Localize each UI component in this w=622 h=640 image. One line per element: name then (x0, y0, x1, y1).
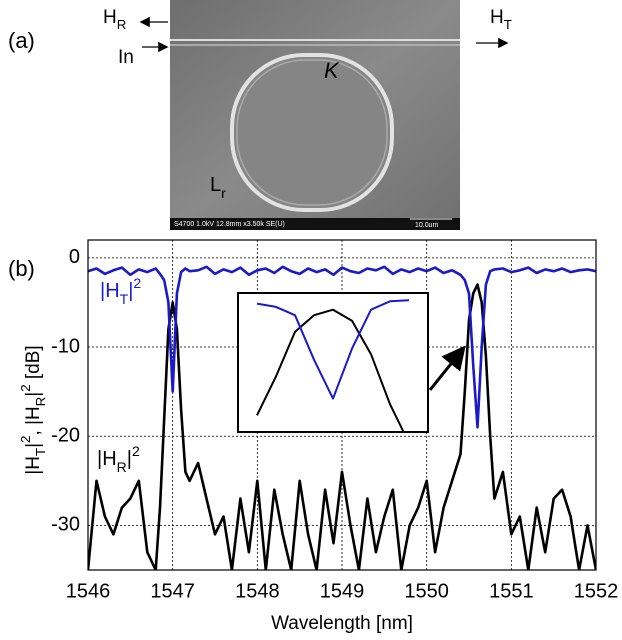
sem-info: S4700 1.0kV 12.8mm x3.50k SE(U) (174, 221, 285, 228)
inset-arrow (428, 345, 466, 391)
text-part: R (117, 17, 127, 32)
scale-bar-label: 10.0um (415, 222, 439, 229)
x-tick-label: 1546 (66, 580, 111, 602)
text-part: |H (100, 280, 120, 302)
text-part: 2 (18, 384, 33, 391)
coupling-label: K (324, 58, 340, 83)
series-label: |HR|2 (97, 443, 140, 475)
text-part: H (103, 7, 117, 28)
text-part: | (127, 448, 132, 470)
inset-line (256, 308, 405, 432)
y-axis-label: |HT|2, |HR|2 [dB] (18, 345, 48, 474)
text-part: |H (23, 456, 44, 475)
text-part: L (210, 174, 221, 196)
text-part: H (490, 7, 504, 28)
port-label: HR (103, 7, 126, 32)
text-part: 2 (18, 436, 33, 443)
y-tick-label: -10 (51, 335, 80, 357)
text-part: r (221, 185, 226, 201)
text-part: | (23, 392, 44, 397)
length-label: Lr (210, 174, 226, 200)
text-part: | (23, 443, 44, 448)
text-part: |H (97, 448, 117, 470)
text-part: , |H (23, 406, 44, 435)
plot-lines (88, 265, 596, 570)
series-line (88, 265, 596, 429)
port-label: HT (490, 7, 512, 32)
text-part: T (33, 448, 48, 456)
series-label: |HT|2 (100, 275, 141, 307)
y-tick-label: -30 (51, 514, 80, 536)
text-part: [dB] (23, 345, 44, 384)
text-part: T (504, 17, 512, 32)
ring-inner-edge (236, 59, 388, 206)
plot-frame (87, 239, 597, 571)
ring-resonator (230, 53, 394, 212)
inset-line (256, 299, 410, 400)
x-tick-label: 1548 (235, 580, 280, 602)
x-tick-label: 1552 (574, 580, 619, 602)
inset-frame (237, 292, 429, 433)
x-tick-label: 1550 (404, 580, 449, 602)
text-part: 2 (133, 275, 141, 291)
y-tick-label: 0 (69, 246, 80, 268)
text-part: | (128, 280, 133, 302)
panel-label: (a) (8, 28, 35, 53)
x-axis-label: Wavelength [nm] (271, 613, 413, 634)
inset-lines (256, 299, 410, 432)
text-part: T (120, 291, 129, 307)
x-tick-label: 1549 (320, 580, 365, 602)
port-label: In (118, 47, 134, 68)
x-tick-label: 1551 (489, 580, 534, 602)
sem-info-bar (170, 218, 460, 230)
text-part: 2 (132, 443, 140, 459)
x-tick-label: 1547 (150, 580, 195, 602)
y-tick-label: -20 (51, 424, 80, 446)
text-part: R (33, 397, 48, 407)
panel-label: (b) (8, 256, 35, 281)
text-part: R (117, 459, 127, 475)
